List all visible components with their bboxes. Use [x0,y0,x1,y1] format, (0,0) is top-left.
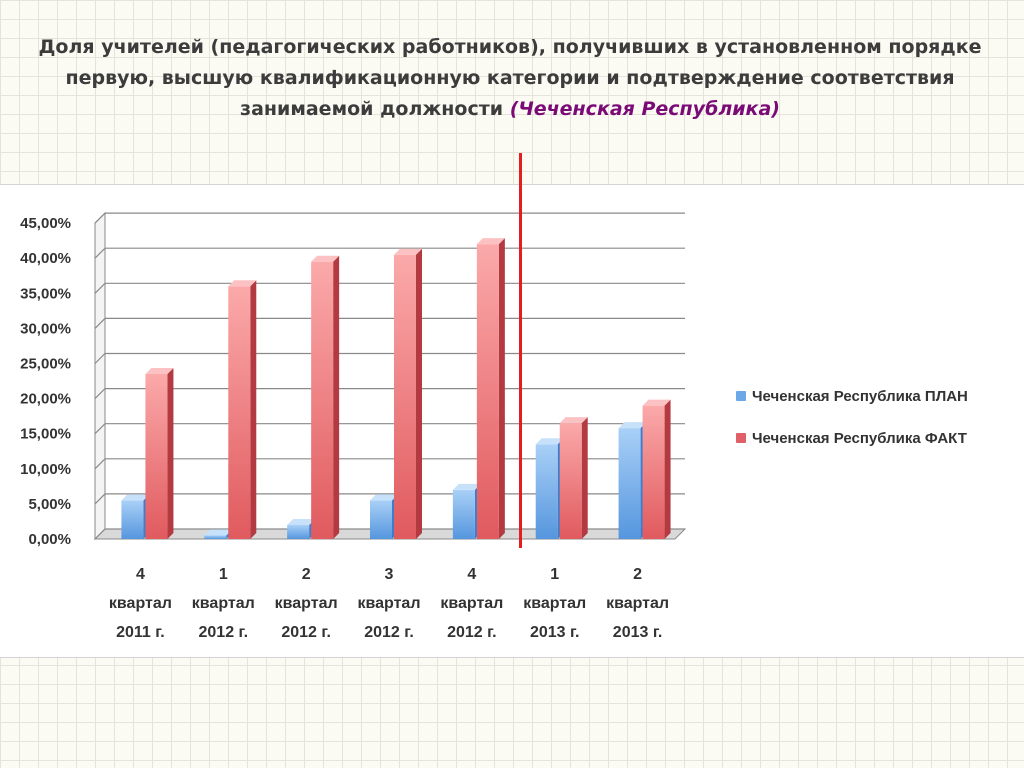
gridline [94,388,685,400]
x-category-label: 2012 г. [447,624,497,641]
bar-fact-top [642,399,671,406]
legend-item-fact: Чеченская Республика ФАКТ [736,428,968,448]
x-category-label: квартал [606,595,669,612]
gridline [94,282,685,294]
bar-fact-side [250,280,257,539]
bar-fact-side [333,255,340,539]
bar-plan [204,535,227,539]
bar-fact-side [416,248,422,539]
y-tick-label: 0,00% [28,531,71,548]
bar-fact-side [498,238,505,539]
bar-fact-top [476,238,505,245]
x-category-label: 2 [633,566,642,583]
bar-plan-top [452,483,481,490]
bar-plan [287,524,310,539]
x-category-label: квартал [109,595,172,612]
bar-plan-top [618,422,647,429]
chart-legend: Чеченская Республика ПЛАН Чеченская Респ… [736,386,968,470]
x-category-label: 1 [550,566,559,583]
bar-plan [535,444,558,539]
bar-plan-top [370,494,398,501]
bar-fact-top [228,280,257,287]
bar-fact [145,374,168,539]
y-tick-label: 25,00% [20,356,71,373]
chart-labels: 0,00% 5,00% 10,00% 15,00% 20,00% 25,00% 30,00%… [20,215,669,641]
bar-fact [476,244,499,539]
x-category-label: 2013 г. [530,624,580,641]
bar-fact-top [145,368,174,375]
bar-plan [452,489,475,539]
gridline [94,423,685,435]
y-tick-label: 30,00% [20,320,71,337]
slide-title: Доля учителей (педагогических работников… [30,32,990,125]
x-category-label: 4 [136,566,145,583]
bar-plan-top [287,518,316,525]
x-category-label: 2012 г. [199,624,249,641]
y-tick-label: 15,00% [20,426,71,443]
bar-chart: 0,00% 5,00% 10,00% 15,00% 20,00% 25,00% 30,00%… [20,211,687,641]
bar-fact-top [559,417,588,424]
x-category-label: квартал [192,595,255,612]
y-tick-label: 10,00% [20,461,71,478]
x-category-label: 2013 г. [613,624,663,641]
bar-fact-side [167,368,174,539]
y-tick-label: 45,00% [20,215,71,232]
title-main: Доля учителей (педагогических работников… [38,36,982,120]
x-category-label: квартал [275,595,338,612]
bar-fact [394,254,416,539]
chart-panel: 0,00% 5,00% 10,00% 15,00% 20,00% 25,00% 30,00%… [0,184,1024,658]
gridline [94,458,685,470]
bar-plan-top [204,529,233,536]
bar-fact-top [311,255,340,262]
x-category-label: 2011 г. [116,624,165,641]
title-region: (Чеченская Республика) [509,98,780,120]
bar-plan [121,500,144,539]
chart-grid [93,211,687,541]
gridline [94,247,685,259]
x-category-label: 3 [385,566,394,583]
gridline [94,352,685,364]
y-tick-label: 40,00% [20,250,71,267]
bar-fact [559,423,582,539]
period-divider-line [519,153,522,548]
x-category-label: 1 [219,566,228,583]
chart-side-wall [94,211,106,541]
legend-item-plan: Чеченская Республика ПЛАН [736,386,968,406]
y-tick-label: 20,00% [20,391,71,408]
bar-fact-side [664,399,671,539]
gridline [94,212,685,224]
legend-swatch-fact [736,433,746,443]
y-tick-label: 35,00% [20,285,71,302]
bar-plan [370,500,392,539]
x-category-label: 4 [467,566,476,583]
chart-bars [121,238,671,539]
bar-plan-top [535,438,564,445]
x-category-label: 2 [302,566,311,583]
bar-fact-side [581,417,588,539]
x-category-label: квартал [440,595,503,612]
bar-plan-top [121,494,150,501]
x-category-label: 2012 г. [281,624,331,641]
bar-plan [618,428,641,539]
x-category-label: квартал [358,595,421,612]
gridline [94,317,685,329]
bar-fact-top [394,248,422,255]
x-category-label: 2012 г. [364,624,414,641]
legend-label-fact: Чеченская Республика ФАКТ [752,429,967,447]
legend-label-plan: Чеченская Республика ПЛАН [752,387,968,405]
x-category-label: квартал [523,595,586,612]
bar-fact [642,405,665,539]
y-tick-label: 5,00% [28,496,71,513]
bar-fact [228,286,251,539]
legend-swatch-plan [736,391,746,401]
bar-fact [311,261,334,539]
